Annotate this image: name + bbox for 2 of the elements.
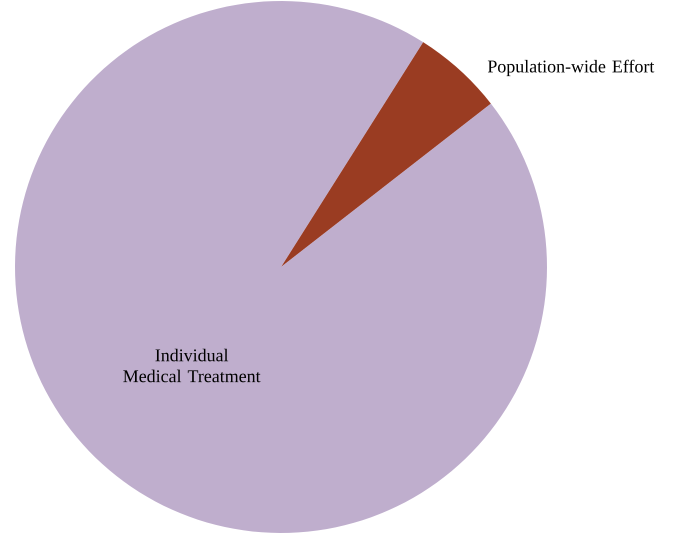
slice-label: Individual Medical Treatment <box>123 348 260 382</box>
slice-label: Population-wide Effort <box>488 60 654 76</box>
